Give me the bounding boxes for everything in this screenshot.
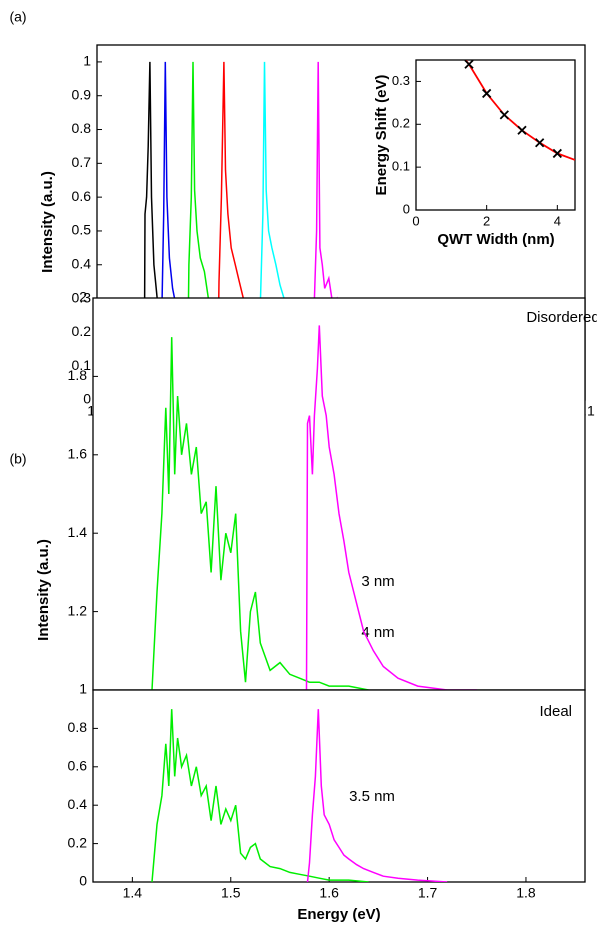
y-tick-label: 0 <box>79 873 87 889</box>
y-tick-label: 1.2 <box>68 602 88 618</box>
x-tick-label: 4 <box>554 213 561 228</box>
x-tick-label: 1.6 <box>319 885 339 901</box>
x-tick-label: 0 <box>412 213 419 228</box>
x-tick-label: 1.5 <box>221 885 241 901</box>
y-tick-label: 0.6 <box>72 188 92 204</box>
y-tick-label: 0.3 <box>392 73 410 88</box>
marker <box>482 88 492 99</box>
panel-label: (a) <box>9 9 26 25</box>
y-tick-label: 0.3 <box>72 289 92 305</box>
y-tick-label: 0.8 <box>68 719 88 735</box>
plot-area <box>151 709 448 882</box>
y-tick-label: 0.1 <box>392 159 410 174</box>
plot-area <box>151 325 477 690</box>
y-axis-label: Intensity (a.u.) <box>35 539 52 641</box>
series-line <box>151 337 369 690</box>
marker <box>517 125 527 135</box>
y-tick-label: 0.4 <box>68 796 88 812</box>
y-tick-label: 1 <box>83 53 91 69</box>
y-tick-label: 0.4 <box>72 255 92 271</box>
series-line <box>306 709 448 882</box>
y-axis-label: Energy Shift (eV) <box>373 75 390 196</box>
y-tick-label: 2 <box>79 289 87 305</box>
annotation: 4 nm <box>361 624 394 641</box>
annotation: 3.5 nm <box>349 788 395 805</box>
x-tick-label: 2 <box>483 213 490 228</box>
y-tick-label: 0.8 <box>72 120 92 136</box>
marker <box>499 110 509 120</box>
axes-box <box>92 689 586 883</box>
y-tick-label: 0.2 <box>72 323 92 339</box>
y-tick-label: 1.8 <box>68 367 88 383</box>
panel-label: (b) <box>9 451 26 467</box>
x-tick-label: 1.7 <box>418 885 438 901</box>
axes-box <box>415 59 576 211</box>
y-tick-label: 0 <box>403 201 410 216</box>
marker <box>552 148 562 159</box>
y-axis-label: Intensity (a.u.) <box>39 171 56 273</box>
y-tick-label: 0 <box>83 391 91 407</box>
y-tick-label: 1 <box>79 681 87 697</box>
axes-box <box>92 297 586 691</box>
x-axis-label: Energy (eV) <box>297 906 380 923</box>
y-tick-label: 1.6 <box>68 446 88 462</box>
marker <box>535 138 545 148</box>
series-line <box>151 709 369 882</box>
x-axis-label: QWT Width (nm) <box>437 231 554 248</box>
y-tick-label: 1.4 <box>68 524 88 540</box>
y-tick-label: 0.5 <box>72 222 92 238</box>
y-tick-label: 0.2 <box>392 116 410 131</box>
series-line <box>305 325 477 690</box>
annotation: 3 nm <box>361 573 394 590</box>
y-tick-label: 0.1 <box>72 357 92 373</box>
x-tick-label: 1.8 <box>516 885 536 901</box>
y-tick-label: 0.6 <box>68 758 88 774</box>
marker <box>464 60 474 69</box>
y-tick-label: 0.2 <box>68 834 88 850</box>
plot-area <box>464 60 575 161</box>
annotation: Ideal <box>539 703 572 720</box>
annotation: Disordered <box>526 309 597 326</box>
y-tick-label: 0.7 <box>72 154 92 170</box>
x-tick-label: 1.4 <box>123 885 143 901</box>
y-tick-label: 0.9 <box>72 86 92 102</box>
